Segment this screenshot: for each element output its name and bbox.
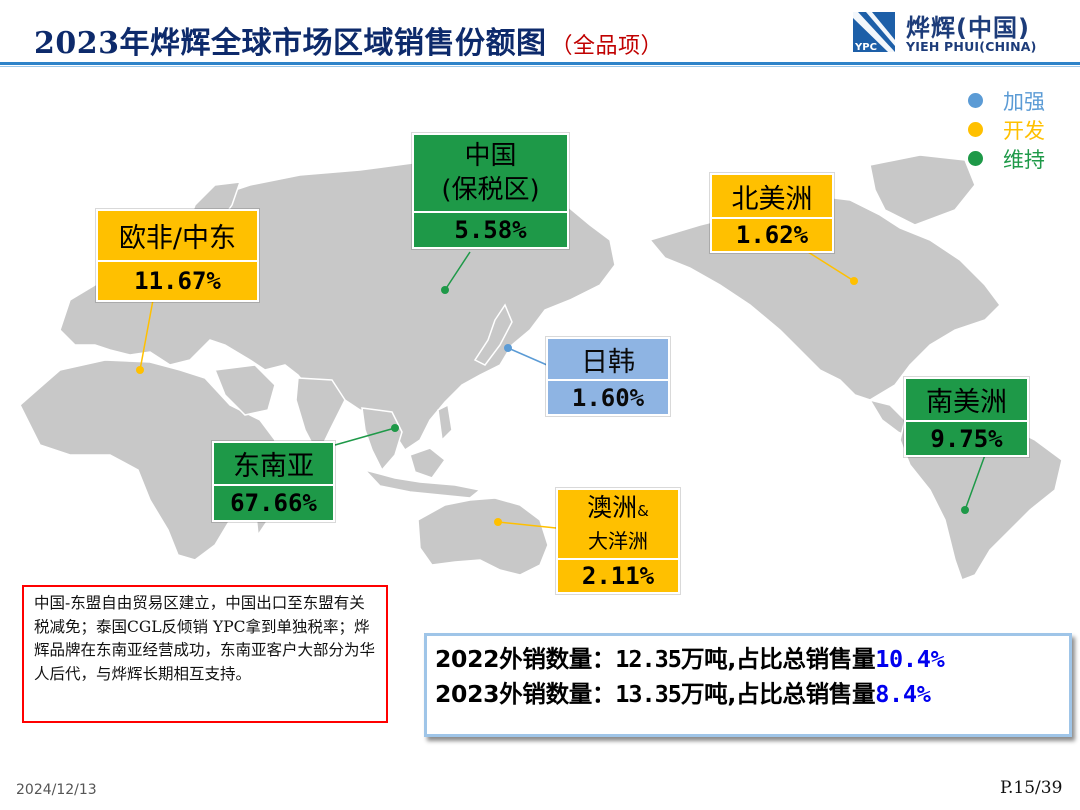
marker-europe bbox=[136, 366, 144, 374]
region-name: 欧非/中东 bbox=[118, 223, 237, 254]
stat-line-2022: 2022外销数量：12.35万吨,占比总销售量10.4% bbox=[435, 642, 1061, 677]
logo-chinese-name: 烨辉(中国) bbox=[906, 14, 1030, 42]
logo-mark-text: YPC bbox=[854, 42, 877, 53]
region-value: 67.66% bbox=[214, 484, 333, 520]
region-value: 1.60% bbox=[548, 379, 668, 414]
legend-label: 开发 bbox=[1003, 118, 1045, 143]
connector-japan-korea bbox=[507, 347, 548, 366]
stat-line-2023: 2023外销数量：13.35万吨,占比总销售量8.4% bbox=[435, 677, 1061, 712]
philippines-landmass bbox=[437, 403, 453, 442]
greenland-landmass bbox=[869, 154, 976, 226]
region-box-southeast-asia: 东南亚 67.66% bbox=[211, 440, 336, 523]
stat-prefix: 2022外销数量： bbox=[435, 645, 616, 673]
region-box-north-america: 北美洲 1.62% bbox=[709, 172, 835, 254]
legend-dot-icon bbox=[968, 122, 983, 137]
region-name-line1-wrap: 澳洲& bbox=[587, 493, 649, 526]
footer-date: 2024/12/13 bbox=[16, 782, 97, 798]
region-name: 中国 (保税区) bbox=[414, 135, 567, 211]
legend-dot-icon bbox=[968, 93, 983, 108]
stat-amount: 13.35 bbox=[615, 680, 682, 708]
page-number: P.15/39 bbox=[1000, 778, 1063, 798]
marker-china bbox=[441, 286, 449, 294]
borneo-landmass bbox=[409, 447, 447, 479]
arabia-landmass bbox=[213, 364, 276, 416]
japan-landmass bbox=[473, 303, 513, 366]
region-name-line2: (保税区) bbox=[441, 175, 540, 205]
marker-japan-korea bbox=[504, 344, 512, 352]
region-name-line1: 澳洲 bbox=[587, 492, 638, 522]
title-subtitle: （全品项） bbox=[550, 34, 664, 59]
region-name-amp: & bbox=[637, 501, 649, 520]
region-value: 2.11% bbox=[558, 558, 678, 592]
region-name: 东南亚 bbox=[233, 451, 314, 482]
marker-oceania bbox=[494, 518, 502, 526]
legend-label: 加强 bbox=[1003, 89, 1045, 114]
region-box-japan-korea: 日韩 1.60% bbox=[545, 336, 671, 417]
connector-china bbox=[444, 251, 471, 291]
legend-item-maintain: 维持 bbox=[968, 144, 1073, 173]
company-logo: YPC 烨辉(中国) YIEH PHUI(CHINA) bbox=[852, 10, 1077, 54]
connector-southeast-asia bbox=[334, 427, 396, 446]
stat-amount: 12.35 bbox=[615, 645, 682, 673]
region-value: 5.58% bbox=[414, 211, 567, 247]
legend-item-develop: 开发 bbox=[968, 115, 1073, 144]
connector-south-america bbox=[964, 454, 986, 511]
region-name-line2: 大洋洲 bbox=[588, 528, 648, 553]
connector-north-america bbox=[807, 251, 855, 282]
indonesia-landmass bbox=[362, 468, 482, 499]
stat-prefix: 2023外销数量： bbox=[435, 680, 616, 708]
australia-landmass bbox=[417, 497, 549, 576]
marker-southeast-asia bbox=[391, 424, 399, 432]
note-box: 中国-东盟自由贸易区建立，中国出口至东盟有关税减免；泰国CGL反倾销 YPC拿到… bbox=[22, 585, 388, 723]
connector-oceania bbox=[497, 521, 557, 529]
marker-north-america bbox=[850, 277, 858, 285]
logo-english-name: YIEH PHUI(CHINA) bbox=[906, 39, 1037, 54]
ypc-logo-icon: YPC bbox=[852, 10, 896, 54]
region-value: 1.62% bbox=[712, 217, 832, 251]
stats-box: 2022外销数量：12.35万吨,占比总销售量10.4% 2023外销数量：13… bbox=[424, 633, 1072, 737]
region-box-china: 中国 (保税区) 5.58% bbox=[411, 132, 570, 250]
stat-percent: 8.4% bbox=[875, 680, 931, 708]
legend-item-strengthen: 加强 bbox=[968, 86, 1073, 115]
region-name: 日韩 bbox=[581, 346, 635, 378]
region-box-oceania: 澳洲& 大洋洲 2.11% bbox=[555, 487, 681, 595]
page-title: 2023年烨辉全球市场区域销售份额图 （全品项） bbox=[34, 18, 663, 62]
header-divider-thin bbox=[0, 66, 1080, 67]
legend: 加强 开发 维持 bbox=[968, 86, 1073, 173]
region-value: 9.75% bbox=[906, 420, 1027, 455]
region-name-line1: 中国 bbox=[464, 141, 517, 171]
stat-middle: 万吨,占比总销售量 bbox=[680, 680, 876, 708]
stat-percent: 10.4% bbox=[875, 645, 945, 673]
region-name: 南美洲 bbox=[926, 387, 1007, 418]
title-text: 2023年烨辉全球市场区域销售份额图 bbox=[34, 26, 547, 61]
legend-label: 维持 bbox=[1003, 147, 1045, 172]
connector-europe bbox=[139, 299, 154, 371]
marker-south-america bbox=[961, 506, 969, 514]
region-name: 北美洲 bbox=[731, 183, 813, 215]
region-value: 11.67% bbox=[98, 260, 257, 300]
stat-middle: 万吨,占比总销售量 bbox=[680, 645, 876, 673]
indochina-landmass bbox=[361, 407, 403, 472]
region-box-europe-africa-middle-east: 欧非/中东 11.67% bbox=[95, 208, 260, 303]
header-divider bbox=[0, 62, 1080, 65]
region-name: 澳洲& 大洋洲 bbox=[558, 490, 678, 558]
legend-dot-icon bbox=[968, 151, 983, 166]
region-box-south-america: 南美洲 9.75% bbox=[903, 376, 1030, 458]
